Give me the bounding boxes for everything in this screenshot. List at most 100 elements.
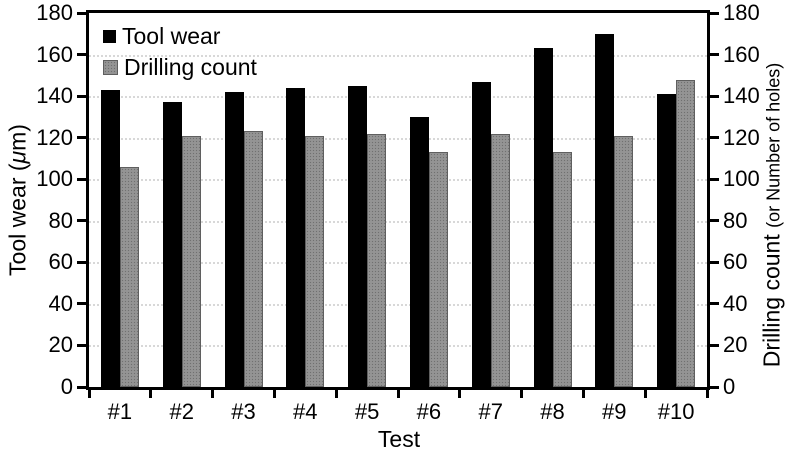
x-axis-tick-1 (149, 390, 153, 398)
right-y-tick-80 (710, 219, 719, 223)
x-axis-tick-0 (87, 390, 91, 398)
x-axis-tick-2 (211, 390, 215, 398)
gridline-20 (89, 345, 707, 348)
right-y-tick-120 (710, 136, 719, 140)
right-y-tick-label-140: 140 (723, 83, 760, 109)
right-y-tick-20 (710, 343, 719, 347)
bar-tool-wear-6 (409, 116, 429, 387)
right-y-tick-180 (710, 11, 719, 15)
bar-tool-wear-8 (533, 48, 553, 387)
left-y-tick-80 (77, 219, 86, 223)
gridline-140 (89, 96, 707, 99)
x-axis-tick-9 (643, 390, 647, 398)
right-y-tick-60 (710, 260, 719, 264)
left-y-tick-label-0: 0 (60, 374, 73, 399)
right-y-tick-label-180: 180 (723, 0, 760, 25)
left-y-tick-20 (77, 343, 86, 347)
left-y-tick-label-80: 80 (48, 207, 73, 233)
right-y-tick-label-40: 40 (723, 290, 748, 316)
tool-wear-legend-marker-icon (103, 30, 116, 43)
bar-drilling-count-9 (614, 135, 634, 387)
bar-drilling-count-8 (552, 152, 572, 387)
right-y-tick-label-160: 160 (723, 41, 760, 67)
bar-drilling-count-3 (243, 131, 263, 387)
x-axis-title: Test (377, 426, 421, 452)
plot-area: Tool wear Drilling count (86, 10, 710, 390)
x-axis-tick-6 (458, 390, 462, 398)
x-tick-label-10: #10 (657, 399, 695, 424)
left-y-tick-60 (77, 260, 86, 264)
right-y-tick-160 (710, 53, 719, 57)
left-y-tick-label-160: 160 (36, 41, 73, 67)
bar-drilling-count-10 (676, 79, 696, 387)
x-axis-tick-10 (705, 390, 709, 398)
x-tick-label-1: #1 (107, 399, 133, 424)
left-y-tick-label-120: 120 (36, 124, 73, 150)
x-tick-label-3: #3 (231, 399, 256, 424)
left-y-tick-label-20: 20 (48, 332, 73, 358)
right-y-tick-100 (710, 177, 719, 181)
x-axis-tick-8 (581, 390, 585, 398)
right-y-tick-0 (710, 385, 719, 389)
bar-tool-wear-10 (657, 94, 677, 387)
legend-item-drilling-count: Drilling count (103, 52, 257, 83)
bar-tool-wear-2 (162, 102, 182, 387)
left-y-tick-120 (77, 136, 86, 140)
left-y-tick-label-60: 60 (48, 249, 73, 275)
bar-drilling-count-1 (119, 166, 139, 387)
gridline-40 (89, 303, 707, 306)
x-tick-label-7: #7 (478, 399, 503, 424)
x-tick-label-5: #5 (354, 399, 380, 424)
gridline-60 (89, 262, 707, 265)
legend-item-tool-wear: Tool wear (103, 21, 257, 52)
bar-drilling-count-5 (367, 133, 387, 387)
right-y-tick-label-20: 20 (723, 332, 748, 358)
left-y-tick-100 (77, 177, 86, 181)
bar-tool-wear-3 (224, 91, 244, 387)
bar-tool-wear-7 (471, 81, 491, 387)
x-axis-tick-4 (334, 390, 338, 398)
left-y-tick-160 (77, 53, 86, 57)
x-tick-label-6: #6 (416, 399, 442, 424)
left-y-tick-label-40: 40 (48, 290, 73, 316)
x-tick-label-4: #4 (293, 399, 318, 424)
x-axis-tick-5 (396, 390, 400, 398)
right-y-tick-140 (710, 94, 719, 98)
right-y-tick-40 (710, 302, 719, 306)
x-axis-tick-3 (272, 390, 276, 398)
bar-drilling-count-4 (305, 135, 325, 387)
gridline-160 (89, 54, 707, 57)
legend: Tool wear Drilling count (103, 21, 257, 83)
x-axis-tick-7 (520, 390, 524, 398)
bar-drilling-count-7 (490, 133, 510, 387)
left-y-tick-0 (77, 385, 86, 389)
x-tick-label-2: #2 (169, 399, 194, 424)
x-tick-label-9: #9 (602, 399, 627, 424)
gridline-80 (89, 220, 707, 223)
left-y-tick-label-140: 140 (36, 83, 73, 109)
bar-drilling-count-6 (428, 152, 448, 387)
left-y-tick-label-180: 180 (36, 0, 73, 25)
right-y-tick-label-0: 0 (723, 374, 736, 399)
gridline-100 (89, 179, 707, 182)
bar-tool-wear-5 (348, 85, 368, 387)
right-y-tick-label-100: 100 (723, 166, 760, 192)
bar-drilling-count-2 (181, 135, 201, 387)
legend-label-drilling-count: Drilling count (124, 54, 257, 80)
legend-label-tool-wear: Tool wear (122, 23, 221, 49)
mu-symbol: μ (4, 150, 31, 164)
left-y-tick-140 (77, 94, 86, 98)
x-tick-label-8: #8 (540, 399, 565, 424)
bar-tool-wear-1 (100, 89, 120, 387)
bar-tool-wear-9 (595, 33, 615, 387)
left-y-tick-180 (77, 11, 86, 15)
bar-tool-wear-4 (286, 87, 306, 387)
left-y-tick-label-100: 100 (36, 166, 73, 192)
drilling-count-legend-marker-icon (103, 60, 118, 75)
right-y-tick-label-60: 60 (723, 249, 748, 275)
gridline-120 (89, 137, 707, 140)
right-y-tick-label-80: 80 (723, 207, 748, 233)
left-y-tick-40 (77, 302, 86, 306)
right-y-tick-label-120: 120 (723, 124, 760, 150)
